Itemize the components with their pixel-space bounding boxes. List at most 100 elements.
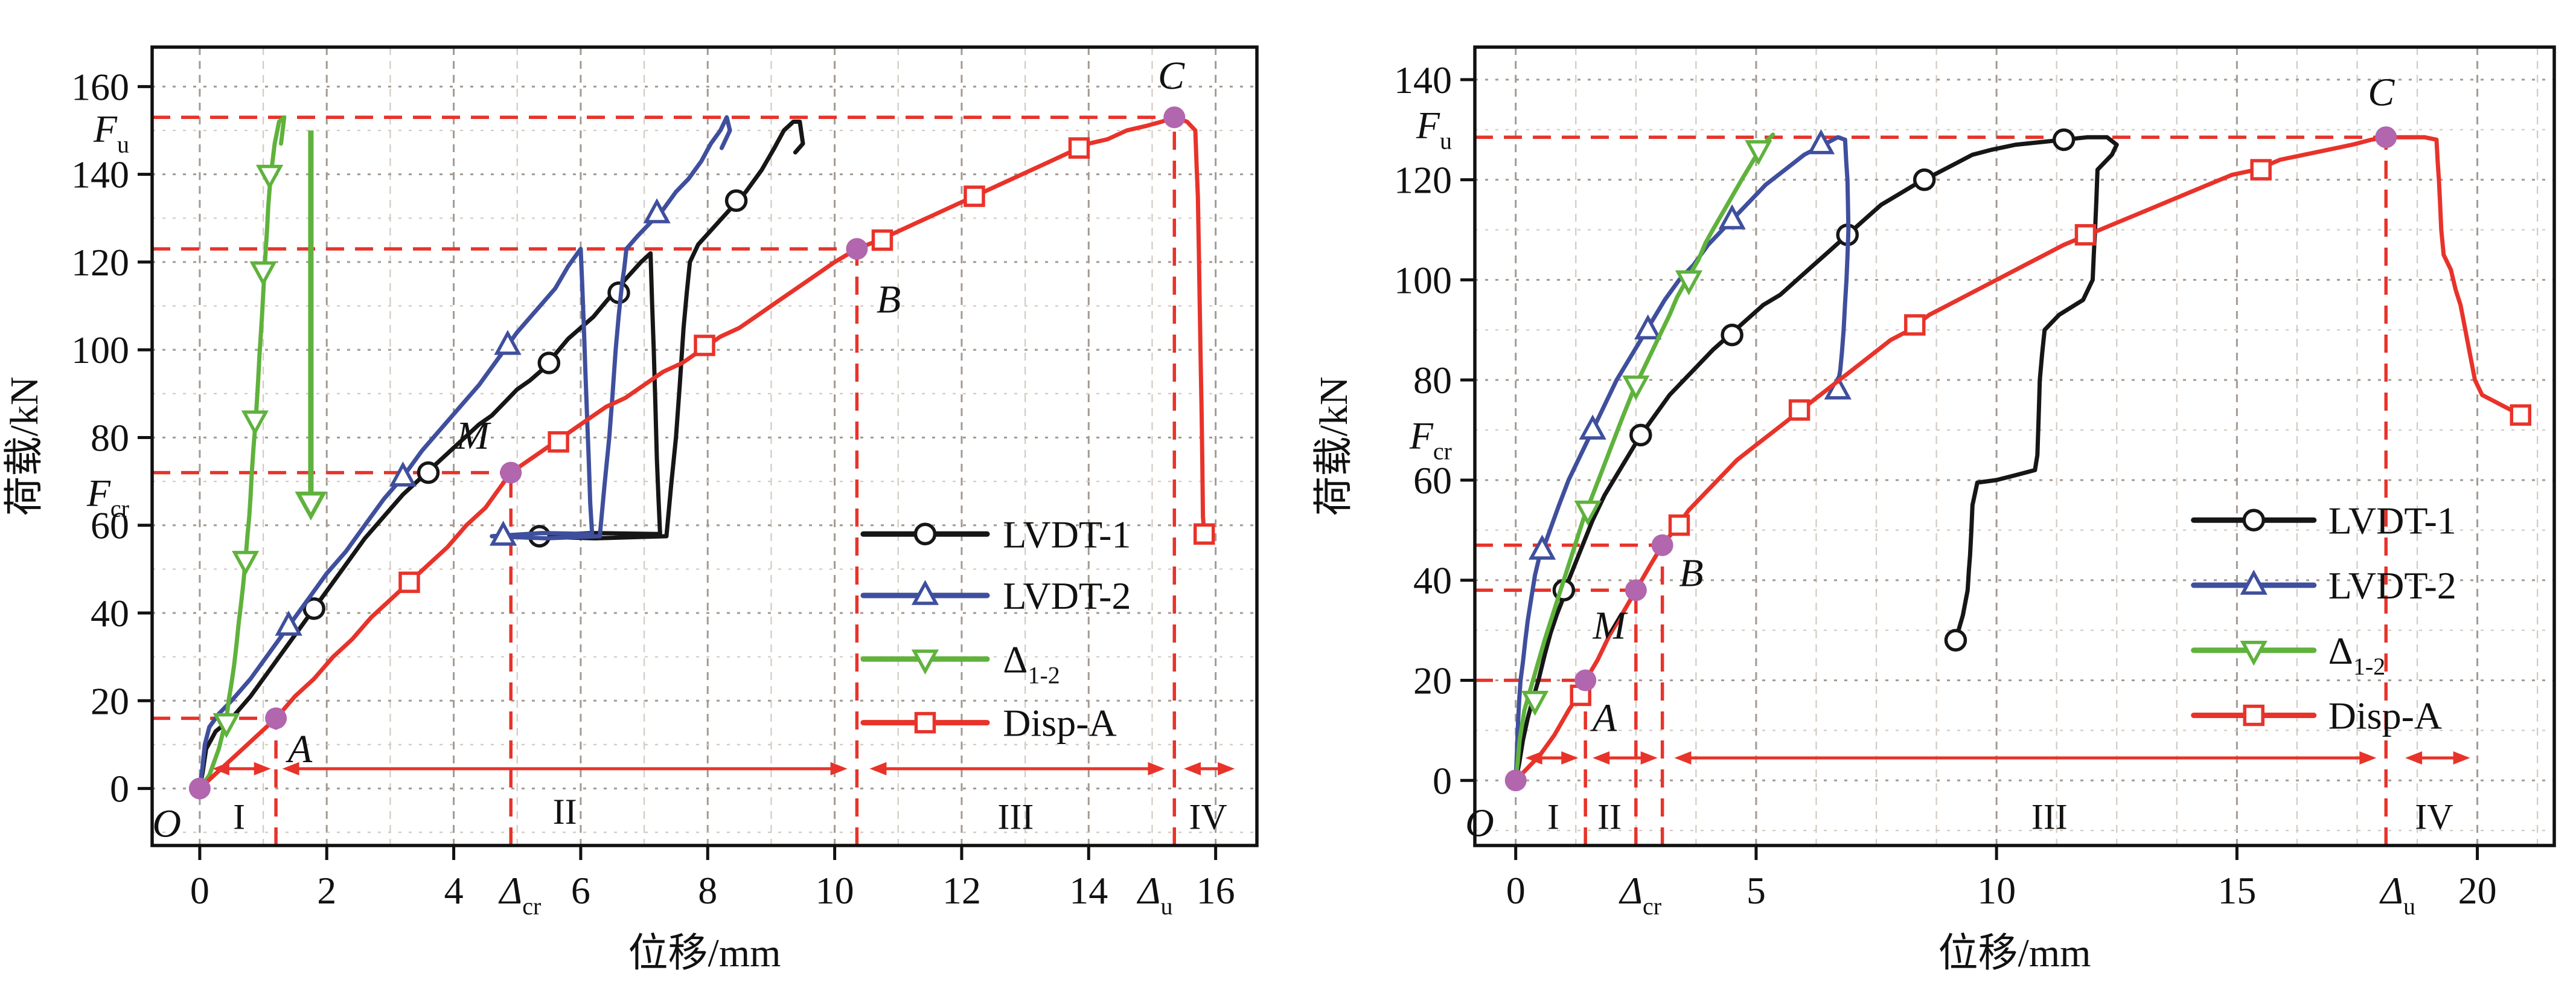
y-tick-label: 140 — [71, 153, 129, 196]
circle-marker — [1944, 629, 1967, 652]
triangle-down-marker — [911, 649, 939, 675]
arrowhead — [254, 762, 271, 775]
x-tick-label: 20 — [2458, 869, 2497, 912]
y-tick-label: 80 — [1413, 359, 1452, 402]
square-marker — [548, 431, 569, 453]
arrowhead — [1148, 762, 1165, 775]
region-label-iii: III — [2031, 797, 2068, 836]
arrowhead — [830, 762, 848, 775]
triangle-up-marker — [1528, 534, 1556, 560]
square-marker — [1193, 523, 1215, 545]
y-tick-label: 120 — [71, 241, 129, 284]
triangle-up-marker — [389, 461, 417, 487]
square-marker — [398, 571, 420, 593]
key-point-c — [1163, 106, 1186, 129]
triangle-down-marker — [1521, 690, 1549, 716]
arrowhead — [1561, 751, 1579, 765]
key-point-o — [188, 777, 211, 800]
x-tick-label: 15 — [2217, 869, 2256, 912]
red-dashed-guides — [1475, 135, 2388, 845]
circle-marker — [2052, 128, 2076, 152]
legend-label: LVDT-1 — [2328, 499, 2456, 542]
region-label-iii: III — [997, 797, 1034, 837]
triangle-down-marker — [2240, 641, 2268, 666]
square-marker — [694, 335, 715, 356]
legend-item-lvdt-1: LVDT-1 — [2191, 499, 2456, 542]
x-tick-label: 2 — [317, 869, 336, 912]
key-point-label-b: B — [877, 278, 901, 322]
series-lvdt-2 — [197, 115, 732, 791]
key-points: O A M B C — [1465, 71, 2397, 845]
y-tick-label: 80 — [91, 416, 129, 459]
circle-marker — [1629, 423, 1652, 447]
y-tick-label: 20 — [1413, 659, 1452, 702]
legend: LVDT-1 LVDT-2 Δ1-2 Disp-A — [2191, 499, 2456, 737]
arrowhead — [1640, 751, 1658, 765]
key-point-label-a: A — [286, 727, 313, 771]
x-tick-label: 10 — [1977, 869, 2016, 912]
y-axis-extra-label: Fcr — [1409, 414, 1452, 464]
arrowhead — [869, 762, 887, 775]
square-marker — [2510, 404, 2531, 426]
square-marker — [1788, 399, 1811, 421]
series-disp-a — [1513, 135, 2531, 783]
y-axis-title: 荷载/kN — [2, 377, 46, 516]
series-lvdt-1 — [1513, 128, 2119, 783]
legend-label: LVDT-1 — [1003, 513, 1131, 556]
x-axis-extra-label: Δu — [1136, 869, 1173, 920]
series-curve — [197, 115, 287, 791]
y-axis-extra-label: Fcr — [86, 471, 129, 522]
y-tick-label: 0 — [110, 768, 129, 810]
triangle-down-marker — [1622, 375, 1650, 401]
x-tick-label: 10 — [816, 869, 854, 912]
triangle-down-marker — [231, 551, 260, 576]
key-point-label-o: O — [1465, 801, 1494, 845]
y-tick-label: 100 — [1394, 258, 1452, 301]
x-axis-title: 位移/mm — [1938, 931, 2091, 975]
arrowhead — [2359, 751, 2377, 765]
legend-label: Δ1-2 — [2328, 629, 2385, 680]
circle-marker — [1721, 323, 1743, 347]
x-tick-label: 14 — [1069, 869, 1108, 912]
y-tick-label: 60 — [1413, 459, 1452, 502]
key-point-c — [2375, 126, 2397, 149]
legend-label: Δ1-2 — [1003, 638, 1059, 688]
y-tick-label: 0 — [1433, 759, 1452, 802]
legend-item-disp-a: Disp-A — [2191, 695, 2442, 737]
y-axis-extra-label: Fu — [1416, 103, 1452, 154]
x-axis-title: 位移/mm — [628, 931, 781, 975]
triangle-down-marker — [249, 261, 277, 287]
triangle-up-marker — [1718, 204, 1746, 229]
x-axis-extra-label: Δu — [2379, 869, 2415, 920]
region-label-iv: IV — [1189, 797, 1227, 837]
legend-label: LVDT-2 — [2328, 564, 2456, 607]
arrowhead — [282, 762, 299, 775]
triangle-down-marker — [1675, 270, 1703, 296]
key-point-o — [1504, 769, 1527, 792]
triangle-down-marker — [1745, 140, 1772, 165]
triangle-down-marker — [255, 164, 284, 190]
y-tick-label: 20 — [91, 679, 129, 722]
square-marker — [1903, 314, 1926, 336]
legend-item-lvdt-1: LVDT-1 — [860, 513, 1131, 556]
circle-marker — [2242, 509, 2265, 532]
series-curve — [1513, 135, 1851, 783]
y-tick-label: 100 — [71, 329, 129, 371]
triangle-down-marker — [213, 713, 240, 739]
data-series — [1513, 128, 2531, 783]
triangle-up-marker — [275, 611, 302, 636]
down-arrow-head — [295, 491, 327, 521]
arrowhead — [1184, 762, 1201, 775]
series-curve — [197, 120, 805, 791]
key-point-b — [846, 238, 868, 260]
circle-marker — [913, 522, 937, 546]
triangle-up-marker — [494, 330, 522, 355]
legend: LVDT-1 LVDT-2 Δ1-2 Disp-A — [860, 513, 1131, 745]
square-marker — [1068, 137, 1090, 159]
triangle-up-marker — [1634, 314, 1662, 340]
square-marker — [914, 711, 936, 734]
series-curve — [1513, 135, 2525, 783]
series-curve — [1513, 132, 1775, 783]
